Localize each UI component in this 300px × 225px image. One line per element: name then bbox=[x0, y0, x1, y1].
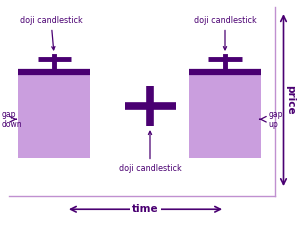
Bar bbox=[189, 72, 261, 158]
Text: price: price bbox=[285, 85, 295, 115]
Text: gap
up: gap up bbox=[268, 110, 283, 129]
Text: doji candlestick: doji candlestick bbox=[20, 16, 82, 50]
Text: doji candlestick: doji candlestick bbox=[118, 131, 182, 173]
Bar bbox=[18, 72, 90, 158]
Bar bbox=[18, 72, 90, 158]
Bar bbox=[189, 72, 261, 158]
Text: gap
down: gap down bbox=[2, 110, 22, 129]
Text: time: time bbox=[132, 204, 159, 214]
Text: doji candlestick: doji candlestick bbox=[194, 16, 256, 50]
